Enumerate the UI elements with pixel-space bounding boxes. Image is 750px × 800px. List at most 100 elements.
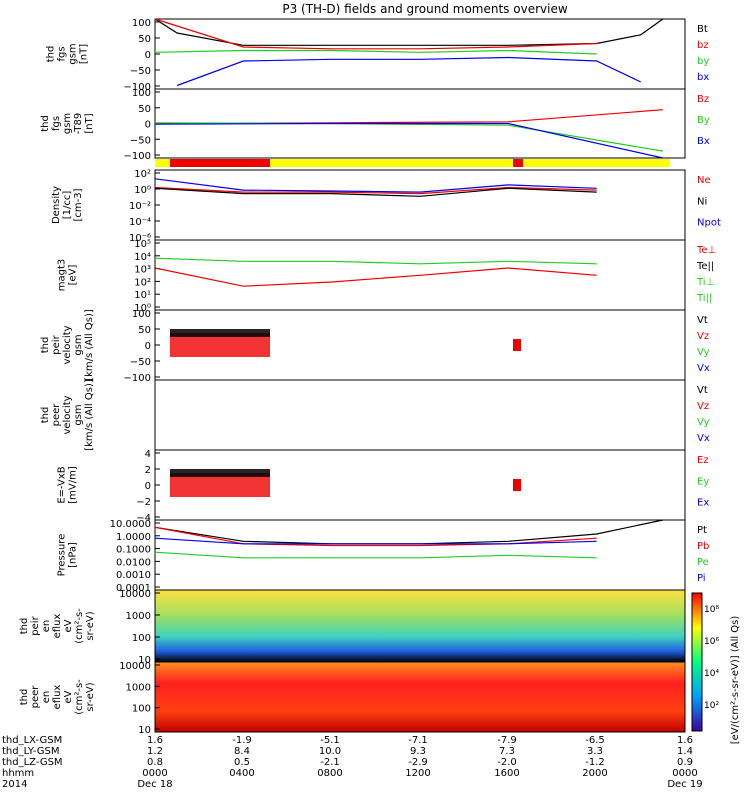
y-tick-label: −50 — [130, 135, 151, 146]
y-axis-label-line: fgs — [57, 46, 68, 61]
burst-block — [170, 329, 270, 337]
y-axis-label-line: (cm²-s- — [74, 608, 85, 644]
y-axis-label-line: thd — [40, 337, 51, 354]
series-line-Pe — [154, 551, 597, 559]
y-tick-label: 2 — [145, 465, 151, 476]
legend-entry: Ti|| — [696, 293, 712, 304]
y-axis-label: thd peir velocity gsm [km/s (All Qs)] — [40, 309, 95, 381]
legend-entry: Ni — [697, 196, 707, 207]
y-tick-label: 10.0000 — [110, 519, 151, 530]
x-row-label: thd_LX-GSM — [2, 735, 62, 746]
x-row-value: 0.5 — [234, 757, 250, 768]
y-axis-label-line: peir — [30, 615, 41, 635]
status-bar-red-1 — [170, 159, 270, 167]
x-row-label: hhmm — [2, 768, 34, 779]
legend-entry: Bx — [697, 136, 710, 147]
legend-entry: Vz — [697, 331, 709, 342]
status-bar-red-2 — [513, 159, 523, 167]
y-axis-label-line: gsm — [73, 334, 84, 355]
x-row-value: 9.3 — [410, 746, 426, 757]
y-tick-label: 10² — [134, 277, 151, 288]
y-axis-label-line: en — [41, 691, 52, 704]
y-axis-label-line: E=-VxB — [57, 466, 68, 503]
panel-frame — [154, 169, 686, 241]
legend-entry: Ey — [697, 476, 709, 487]
y-axis-label-line: eflux — [52, 685, 63, 710]
series-line-Ni — [154, 187, 597, 197]
x-row-value: Dec 19 — [667, 779, 702, 790]
y-axis-label: Density [1/cc] [cm-3] — [51, 186, 84, 224]
status-bar-yellow — [155, 159, 670, 167]
legend-entry: Ex — [697, 498, 709, 509]
y-tick-label: 10¹ — [134, 290, 151, 301]
y-tick-label: −100 — [124, 151, 151, 162]
y-tick-label: 10³ — [134, 265, 151, 276]
series-line-Ti|| — [154, 257, 597, 265]
x-row-value: 0800 — [317, 768, 342, 779]
y-tick-label: 10⁴ — [134, 252, 151, 263]
series-line-Pt — [154, 519, 664, 545]
y-axis-label: thd peer en eflux eV (cm²-s-sr-eV) — [19, 679, 96, 715]
legend-entry: By — [697, 115, 710, 126]
y-axis-label-line: en — [41, 620, 52, 633]
y-axis-label-line: thd — [19, 618, 30, 635]
y-tick-label: 10⁻⁶ — [129, 233, 151, 244]
x-row-value: 1.4 — [677, 746, 693, 757]
panel-peer-vel: thd peer velocity gsm [km/s (All Qs)] Vt Vz Vy V… — [40, 379, 710, 451]
colorbar-tick-label: 10⁶ — [704, 637, 719, 647]
y-axis-label-line: velocity — [62, 325, 73, 364]
x-row-value: 0.9 — [677, 757, 693, 768]
y-tick-label: 100 — [132, 18, 151, 29]
y-axis-label-line: Density — [51, 186, 62, 224]
y-axis-label-line: [eV] — [68, 265, 79, 286]
figure-title: P3 (TH-D) fields and ground moments over… — [282, 2, 567, 16]
y-axis-label-line: thd — [46, 46, 57, 63]
y-tick-label: 0 — [145, 120, 151, 131]
y-axis-label-line: [1/cc] — [62, 191, 73, 220]
y-tick-label: 10⁰ — [134, 185, 151, 196]
panel-density: 10² 10⁰ 10⁻² 10⁻⁴ 10⁻⁶ Density [1/cc] [cm-3] Ne N… — [51, 169, 721, 244]
legend-entry: Bz — [697, 94, 709, 105]
series-line-Ne — [154, 186, 597, 195]
y-tick-label: 10 — [138, 655, 151, 666]
x-row-value: -1.2 — [585, 757, 605, 768]
legend-entry: Te⊥ — [696, 245, 716, 256]
y-tick-label: 100 — [132, 88, 151, 99]
y-tick-label: 0.1000 — [116, 545, 151, 556]
y-tick-label: −50 — [130, 357, 151, 368]
y-axis-label-line: thd — [40, 115, 51, 132]
series-line-Bx — [154, 122, 664, 159]
x-row-value: 8.4 — [234, 746, 250, 757]
y-tick-label: 50 — [138, 34, 151, 45]
y-tick-label: 0.0100 — [116, 557, 151, 568]
panel-peir-vel: 100 50 0 −50 −100 thd peir velocity gsm [km/s (Al… — [40, 309, 710, 384]
y-tick-label: −4 — [136, 513, 151, 524]
colorbar-scale — [691, 592, 703, 732]
x-row-label: 2014 — [2, 779, 27, 790]
y-axis-label-line: velocity — [62, 395, 73, 434]
y-axis-label-line: gsm — [68, 43, 79, 64]
x-row-value: 3.3 — [587, 746, 603, 757]
series-line-by — [154, 49, 597, 55]
x-row-value: -2.9 — [408, 757, 428, 768]
x-row-value: 0400 — [229, 768, 254, 779]
legend-entry: Vx — [697, 363, 710, 374]
y-axis-label-line: eV — [63, 619, 74, 632]
y-axis-label-line: (cm²-s- — [74, 679, 85, 715]
series-line-Pi — [154, 537, 597, 545]
series-line-Te⊥ — [154, 267, 597, 287]
legend-entry: Pb — [697, 541, 709, 552]
y-axis-label: E=-VxB [mV/m] — [57, 466, 79, 504]
x-row-value: Dec 18 — [137, 779, 172, 790]
y-axis-label-line: thd — [40, 407, 51, 424]
colorbar-tick-label: 10⁴ — [704, 669, 719, 679]
x-row-value: -2.0 — [497, 757, 517, 768]
y-axis-label: magt3 [eV] — [57, 259, 79, 292]
colorbar-tick-label: 10² — [704, 701, 719, 711]
panel-efield: 4 2 0 −2 −4 E=-VxB [mV/m] Ez Ey Ex — [57, 449, 710, 524]
y-axis-label-line: sr-eV) — [85, 611, 96, 640]
series-line-bx — [176, 56, 642, 87]
burst-block — [170, 469, 270, 477]
legend-entry: bx — [697, 72, 709, 83]
